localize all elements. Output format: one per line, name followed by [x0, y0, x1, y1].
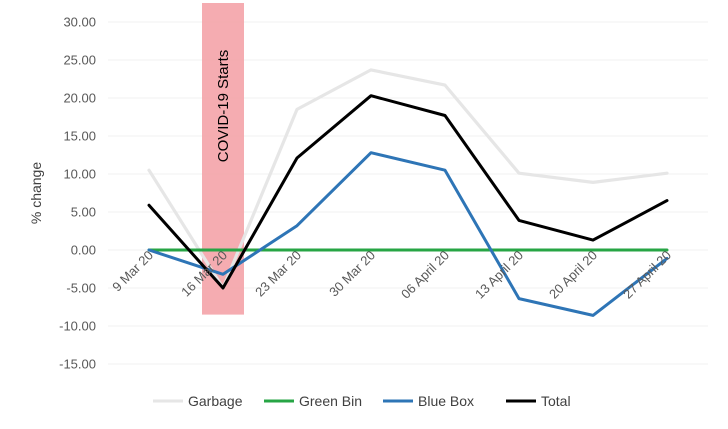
- series-garbage: [147, 68, 669, 290]
- y-tick-label: -10.00: [59, 319, 96, 334]
- series-total: [147, 94, 669, 290]
- legend-label: Garbage: [188, 393, 243, 409]
- gridlines: [108, 21, 708, 365]
- legend-label: Blue Box: [418, 393, 474, 409]
- y-axis-title: % change: [28, 162, 44, 224]
- x-tick-label: 20 April 20: [546, 248, 600, 302]
- y-tick-label: 0.00: [71, 243, 96, 258]
- y-tick-label: 25.00: [63, 53, 96, 68]
- legend-label: Green Bin: [299, 393, 362, 409]
- covid-annotation-label: COVID-19 Starts: [215, 50, 232, 163]
- y-tick-label: -5.00: [66, 281, 96, 296]
- y-tick-label: 10.00: [63, 167, 96, 182]
- x-tick-label: 13 April 20: [472, 248, 526, 302]
- legend: Garbage Green Bin Blue Box Total: [153, 393, 571, 409]
- x-tick-label: 06 April 20: [398, 248, 452, 302]
- series-lines: [147, 68, 669, 317]
- y-tick-label: -15.00: [59, 357, 96, 372]
- y-tick-label: 20.00: [63, 91, 96, 106]
- x-tick-label: 23 Mar 20: [252, 248, 304, 300]
- x-tick-label: 9 Mar 20: [109, 248, 156, 295]
- x-tick-label: 27 April 20: [620, 248, 674, 302]
- legend-label: Total: [541, 393, 571, 409]
- y-axis-ticks: 30.00 25.00 20.00 15.00 10.00 5.00 0.00 -5.00 -1…: [59, 15, 96, 372]
- y-tick-label: 30.00: [63, 15, 96, 30]
- y-tick-label: 5.00: [71, 205, 96, 220]
- x-tick-label: 30 Mar 20: [326, 248, 378, 300]
- y-tick-label: 15.00: [63, 129, 96, 144]
